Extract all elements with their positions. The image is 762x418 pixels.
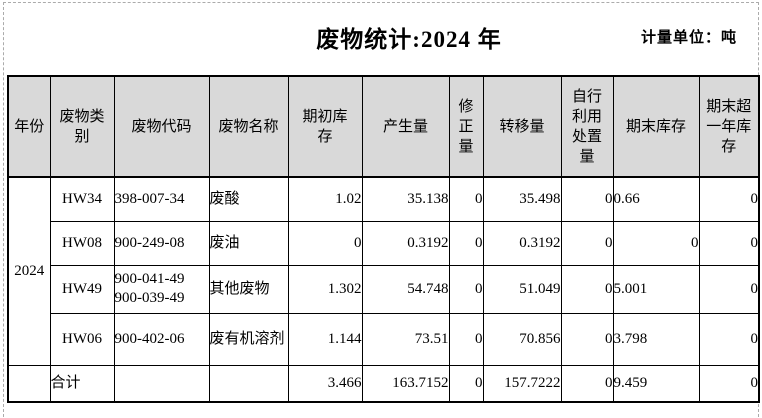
col-header-code[interactable]: 废物代码 xyxy=(113,75,210,178)
cell-total-correction[interactable]: 0 xyxy=(448,364,484,403)
cell-begin-stock[interactable]: 1.144 xyxy=(287,312,363,366)
cell-transferred[interactable]: 0.3192 xyxy=(482,220,562,266)
cell-end-over-year[interactable]: 0 xyxy=(698,176,760,222)
cell-category[interactable]: HW49 xyxy=(49,264,115,314)
cell-year[interactable]: 2024 xyxy=(7,176,51,366)
col-header-year[interactable]: 年份 xyxy=(7,75,51,178)
cell-end-over-year[interactable]: 0 xyxy=(698,220,760,266)
waste-table: 年份 废物类 别废物代码 废物名称 期初库 存产生量修 正 量转移量 自行 利用 处置 … xyxy=(7,75,760,403)
cell-total-name-empty[interactable] xyxy=(208,364,289,403)
col-header-transferred[interactable]: 转移量 xyxy=(482,75,562,178)
cell-total-begin-stock[interactable]: 3.466 xyxy=(287,364,363,403)
cell-total-self-disposal[interactable]: 0 xyxy=(560,364,614,403)
cell-total-end-over-year[interactable]: 0 xyxy=(698,364,760,403)
cell-total-produced[interactable]: 163.7152 xyxy=(361,364,450,403)
cell-code[interactable]: 398-007-34 xyxy=(113,176,210,222)
table-row: HW06 900-402-06 废有机溶剂 1.144 73.51 0 70.856 0 3.7… xyxy=(8,312,760,366)
cell-correction[interactable]: 0 xyxy=(448,220,484,266)
cell-produced[interactable]: 73.51 xyxy=(361,312,450,366)
cell-correction[interactable]: 0 xyxy=(448,176,484,222)
cell-name[interactable]: 废酸 xyxy=(208,176,289,222)
cell-correction[interactable]: 0 xyxy=(448,264,484,314)
cell-category[interactable]: HW34 xyxy=(49,176,115,222)
cell-end-over-year[interactable]: 0 xyxy=(698,264,760,314)
table-row: HW08 900-249-08 废油 0 0.3192 0 0.3192 0 0 0 xyxy=(8,220,760,266)
cell-code[interactable]: 900-402-06 xyxy=(113,312,210,366)
cell-begin-stock[interactable]: 1.02 xyxy=(287,176,363,222)
cell-end-stock[interactable]: 5.001 xyxy=(612,264,700,314)
cell-begin-stock[interactable]: 0 xyxy=(287,220,363,266)
cell-correction[interactable]: 0 xyxy=(448,312,484,366)
cell-self-disposal[interactable]: 0 xyxy=(560,264,614,314)
cell-transferred[interactable]: 51.049 xyxy=(482,264,562,314)
cell-self-disposal[interactable]: 0 xyxy=(560,312,614,366)
cell-end-over-year[interactable]: 0 xyxy=(698,312,760,366)
cell-total-code-empty[interactable] xyxy=(113,364,210,403)
col-header-produced[interactable]: 产生量 xyxy=(361,75,450,178)
col-header-end-stock[interactable]: 期末库存 xyxy=(612,75,700,178)
unit-label: 计量单位：吨 xyxy=(640,29,737,46)
col-header-name[interactable]: 废物名称 xyxy=(208,75,289,178)
page-title: 废物统计:2024 年 xyxy=(316,27,502,52)
total-row: 合计 3.466 163.7152 0 157.7222 0 9.459 0 xyxy=(7,364,760,403)
cell-category[interactable]: HW06 xyxy=(49,312,115,366)
col-header-begin-stock[interactable]: 期初库 存 xyxy=(287,75,363,178)
cell-self-disposal[interactable]: 0 xyxy=(560,176,614,222)
cell-transferred[interactable]: 70.856 xyxy=(482,312,562,366)
cell-begin-stock[interactable]: 1.302 xyxy=(287,264,363,314)
cell-produced[interactable]: 35.138 xyxy=(361,176,450,222)
cell-category[interactable]: HW08 xyxy=(49,220,115,266)
header-row: 年份 废物类 别废物代码 废物名称 期初库 存产生量修 正 量转移量 自行 利用 处置 … xyxy=(7,75,760,178)
cell-produced[interactable]: 0.3192 xyxy=(361,220,450,266)
cell-total-transferred[interactable]: 157.7222 xyxy=(482,364,562,403)
cell-produced[interactable]: 54.748 xyxy=(361,264,450,314)
cell-total-end-stock[interactable]: 9.459 xyxy=(612,364,700,403)
cell-transferred[interactable]: 35.498 xyxy=(482,176,562,222)
cell-name[interactable]: 其他废物 xyxy=(208,264,289,314)
cell-code[interactable]: 900-041-49 900-039-49 xyxy=(113,264,210,314)
cell-total-label[interactable]: 合计 xyxy=(49,364,115,403)
cell-total-year-empty[interactable] xyxy=(7,364,51,403)
table-row: HW49 900-041-49 900-039-49 其他废物 1.302 54.748… xyxy=(8,264,760,314)
col-header-category[interactable]: 废物类 别 xyxy=(49,75,115,178)
col-header-correction[interactable]: 修 正 量 xyxy=(448,75,484,178)
cell-end-stock[interactable]: 3.798 xyxy=(612,312,700,366)
table-row: 2024 HW34 398-007-34 废酸 1.02 35.138 0 35.498 0 0.… xyxy=(7,176,760,366)
cell-self-disposal[interactable]: 0 xyxy=(560,220,614,266)
cell-name[interactable]: 废油 xyxy=(208,220,289,266)
col-header-self-disposal[interactable]: 自行 利用 处置 量 xyxy=(560,75,614,178)
cell-end-stock[interactable]: 0 xyxy=(612,220,700,266)
cell-code[interactable]: 900-249-08 xyxy=(113,220,210,266)
cell-name[interactable]: 废有机溶剂 xyxy=(208,312,289,366)
col-header-end-over-year[interactable]: 期末超 一年库 存 xyxy=(698,75,760,178)
cell-end-stock[interactable]: 0.66 xyxy=(612,176,700,222)
